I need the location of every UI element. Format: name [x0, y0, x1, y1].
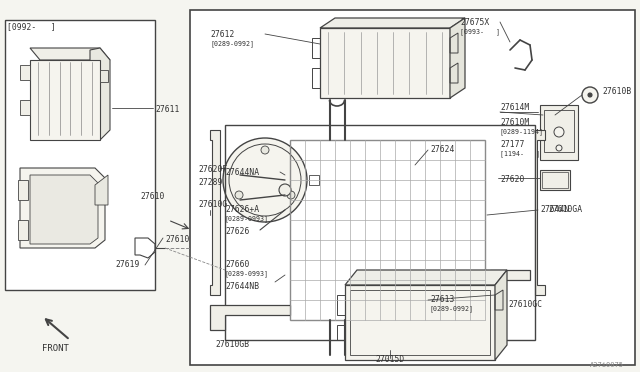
Text: 27177: 27177 [500, 140, 524, 149]
Bar [225, 125, 535, 340]
Circle shape [287, 191, 295, 199]
Polygon shape [30, 48, 110, 60]
Polygon shape [90, 48, 110, 140]
Polygon shape [18, 180, 28, 200]
Text: 27612: 27612 [210, 30, 234, 39]
Text: 27611: 27611 [155, 105, 179, 114]
Bar [540, 105, 578, 160]
Polygon shape [95, 175, 108, 205]
Text: 27610B: 27610B [602, 87, 631, 96]
Polygon shape [320, 28, 450, 98]
Bar [540, 170, 570, 190]
Polygon shape [30, 60, 100, 140]
Text: 27626: 27626 [225, 227, 250, 236]
Circle shape [235, 191, 243, 199]
Text: 27675X: 27675X [460, 18, 489, 27]
Polygon shape [495, 270, 507, 360]
Text: [0993-   ]: [0993- ] [460, 28, 500, 35]
Polygon shape [320, 18, 465, 28]
Text: 27620F: 27620F [198, 165, 227, 174]
Polygon shape [345, 270, 507, 285]
Text: 27620: 27620 [500, 175, 524, 184]
Text: FRONT: FRONT [42, 344, 68, 353]
Polygon shape [100, 70, 108, 82]
Text: [0289-0993]: [0289-0993] [225, 270, 269, 277]
Text: [0289-0992]: [0289-0992] [430, 305, 474, 312]
Text: 27610G: 27610G [198, 200, 227, 209]
Polygon shape [20, 65, 30, 80]
Text: 27626+A: 27626+A [225, 205, 259, 214]
Circle shape [261, 146, 269, 154]
Polygon shape [20, 100, 30, 115]
Polygon shape [20, 168, 105, 248]
Polygon shape [210, 305, 290, 330]
Text: 27644NA: 27644NA [225, 168, 259, 177]
Text: 27660: 27660 [225, 260, 250, 269]
Bar [542, 172, 568, 188]
Polygon shape [345, 285, 495, 360]
Bar [190, 10, 635, 365]
Text: 27610: 27610 [165, 235, 189, 244]
Text: [1194-   ]: [1194- ] [500, 150, 540, 157]
Text: 27610: 27610 [140, 192, 164, 201]
Polygon shape [18, 220, 28, 240]
Text: 27610GB: 27610GB [215, 340, 249, 349]
Circle shape [582, 87, 598, 103]
Text: 27614M: 27614M [500, 103, 529, 112]
Text: 27289: 27289 [198, 178, 222, 187]
Text: [0289-0992]: [0289-0992] [210, 40, 254, 47]
Text: 27610GC: 27610GC [508, 300, 542, 309]
Bar [544, 110, 574, 152]
Text: 27610GA: 27610GA [548, 205, 582, 214]
Text: 27613: 27613 [430, 295, 454, 304]
Bar [5, 20, 155, 290]
Text: 27015D: 27015D [376, 355, 404, 364]
Polygon shape [30, 175, 98, 244]
Circle shape [556, 145, 562, 151]
Text: [0289-1194]: [0289-1194] [500, 128, 544, 135]
Circle shape [223, 138, 307, 222]
Text: 27624: 27624 [430, 145, 454, 154]
Bar [350, 290, 490, 355]
Circle shape [588, 93, 592, 97]
Polygon shape [210, 130, 220, 295]
Text: 27610M: 27610M [500, 118, 529, 127]
Circle shape [279, 184, 291, 196]
Text: 27644N: 27644N [540, 205, 569, 214]
Text: A27i0075: A27i0075 [590, 362, 624, 368]
Text: 27644NB: 27644NB [225, 282, 259, 291]
Polygon shape [535, 130, 545, 295]
Circle shape [554, 127, 564, 137]
Text: [0992-   ]: [0992- ] [7, 22, 56, 31]
Bar [290, 140, 485, 320]
Text: 27619: 27619 [115, 260, 140, 269]
Polygon shape [490, 270, 530, 340]
Polygon shape [450, 18, 465, 98]
Text: [0289-0993]: [0289-0993] [225, 215, 269, 222]
